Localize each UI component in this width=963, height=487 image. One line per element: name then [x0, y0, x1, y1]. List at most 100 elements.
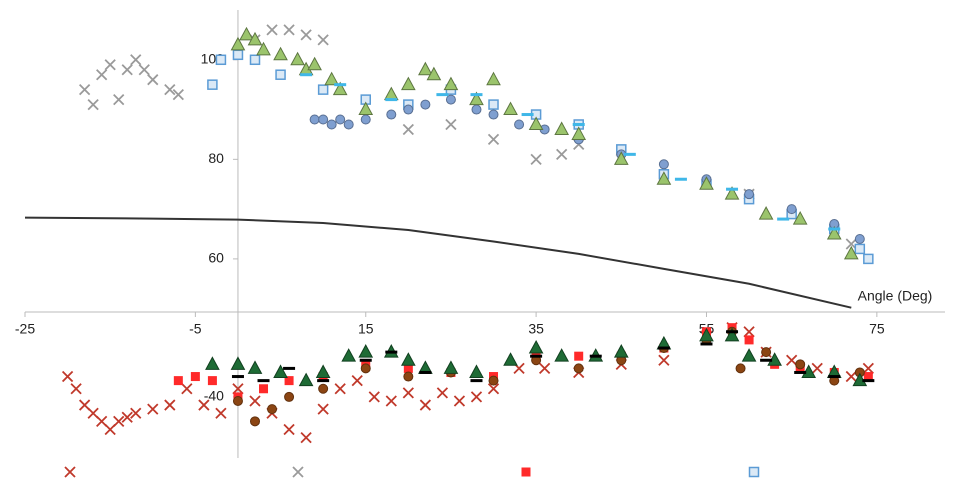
legend-marker — [64, 466, 76, 478]
x-marker — [70, 383, 82, 395]
triangle-marker — [315, 364, 331, 378]
x-marker — [130, 54, 142, 66]
square-marker — [863, 372, 873, 382]
triangle-marker — [724, 186, 740, 200]
circle-marker — [250, 416, 260, 427]
circle-marker — [343, 119, 354, 130]
x-marker — [436, 387, 449, 399]
x-marker — [845, 370, 857, 383]
y-tick-label: 80 — [208, 150, 224, 166]
x-tick-label: 35 — [528, 321, 544, 337]
circle-marker — [761, 347, 772, 358]
open-square-marker — [854, 243, 866, 255]
open-square-marker — [488, 99, 499, 110]
x-marker — [862, 362, 874, 375]
circle-marker — [488, 109, 499, 120]
square-marker — [284, 376, 294, 386]
x-marker — [96, 69, 108, 81]
circle-marker — [360, 114, 371, 125]
triangle-marker — [792, 211, 808, 225]
triangle-marker — [298, 372, 314, 387]
triangle-marker — [571, 126, 587, 140]
triangle-marker — [843, 245, 859, 260]
x-marker — [172, 88, 184, 101]
triangle-marker — [426, 66, 442, 81]
open-square-marker — [215, 54, 227, 66]
curve — [24, 216, 852, 309]
circle-marker — [795, 359, 806, 370]
circle-marker — [403, 371, 414, 382]
circle-marker — [488, 375, 499, 386]
x-marker — [445, 118, 457, 131]
triangle-marker — [656, 171, 672, 185]
x-marker — [487, 383, 500, 395]
x-marker — [556, 148, 568, 160]
circle-marker — [658, 159, 669, 170]
x-marker — [249, 395, 261, 407]
x-marker — [402, 387, 414, 399]
x-marker — [317, 403, 329, 415]
open-square-marker — [317, 84, 329, 95]
triangle-marker — [239, 26, 254, 41]
triangle-marker — [205, 356, 220, 370]
x-marker — [181, 383, 193, 395]
circle-marker — [786, 204, 797, 215]
x-marker — [419, 399, 432, 411]
triangle-marker — [324, 71, 340, 86]
triangle-marker — [400, 352, 416, 366]
triangle-marker — [443, 76, 459, 91]
triangle-marker — [256, 41, 271, 56]
triangle-marker — [273, 46, 288, 61]
triangle-marker — [724, 327, 740, 342]
triangle-marker — [503, 101, 518, 116]
open-square-marker — [863, 253, 874, 265]
x-marker — [453, 395, 466, 407]
x-marker — [538, 362, 551, 375]
circle-marker — [335, 114, 346, 125]
x-marker — [215, 407, 227, 419]
circle-marker — [735, 363, 746, 374]
circle-marker — [360, 363, 371, 374]
x-marker — [743, 326, 755, 338]
x-marker — [266, 24, 278, 36]
x-marker — [113, 415, 125, 427]
x-marker — [283, 423, 295, 436]
circle-marker — [284, 391, 295, 402]
x-tick-label: -25 — [15, 321, 35, 337]
triangle-marker — [383, 86, 399, 101]
triangle-marker — [469, 364, 484, 378]
x-marker — [334, 383, 346, 395]
square-marker — [259, 384, 269, 394]
triangle-marker — [290, 51, 305, 66]
circle-marker — [420, 99, 431, 110]
circle-marker — [744, 189, 755, 200]
x-marker — [164, 84, 176, 96]
circle-marker — [386, 109, 397, 120]
triangle-marker — [273, 364, 288, 378]
legend-marker — [292, 466, 304, 478]
triangle-marker — [613, 151, 629, 165]
x-marker — [121, 411, 133, 423]
square-marker — [744, 335, 754, 345]
y-tick-label: 60 — [208, 250, 224, 266]
x-marker — [470, 391, 483, 403]
triangle-marker — [230, 356, 246, 370]
circle-marker — [573, 363, 584, 374]
square-marker — [190, 372, 200, 382]
x-marker — [283, 24, 295, 36]
x-marker — [61, 370, 74, 383]
circle-marker — [309, 114, 320, 125]
x-marker — [232, 383, 244, 395]
x-tick-label: 75 — [869, 321, 885, 337]
circle-marker — [854, 233, 865, 244]
x-marker — [317, 34, 329, 46]
square-marker — [403, 363, 413, 373]
circle-marker — [267, 404, 278, 415]
x-marker — [385, 395, 397, 407]
x-tick-label: -5 — [189, 321, 202, 337]
x-marker — [530, 153, 542, 165]
x-marker — [198, 399, 210, 411]
triangle-marker — [613, 344, 629, 358]
triangle-marker — [554, 348, 570, 362]
